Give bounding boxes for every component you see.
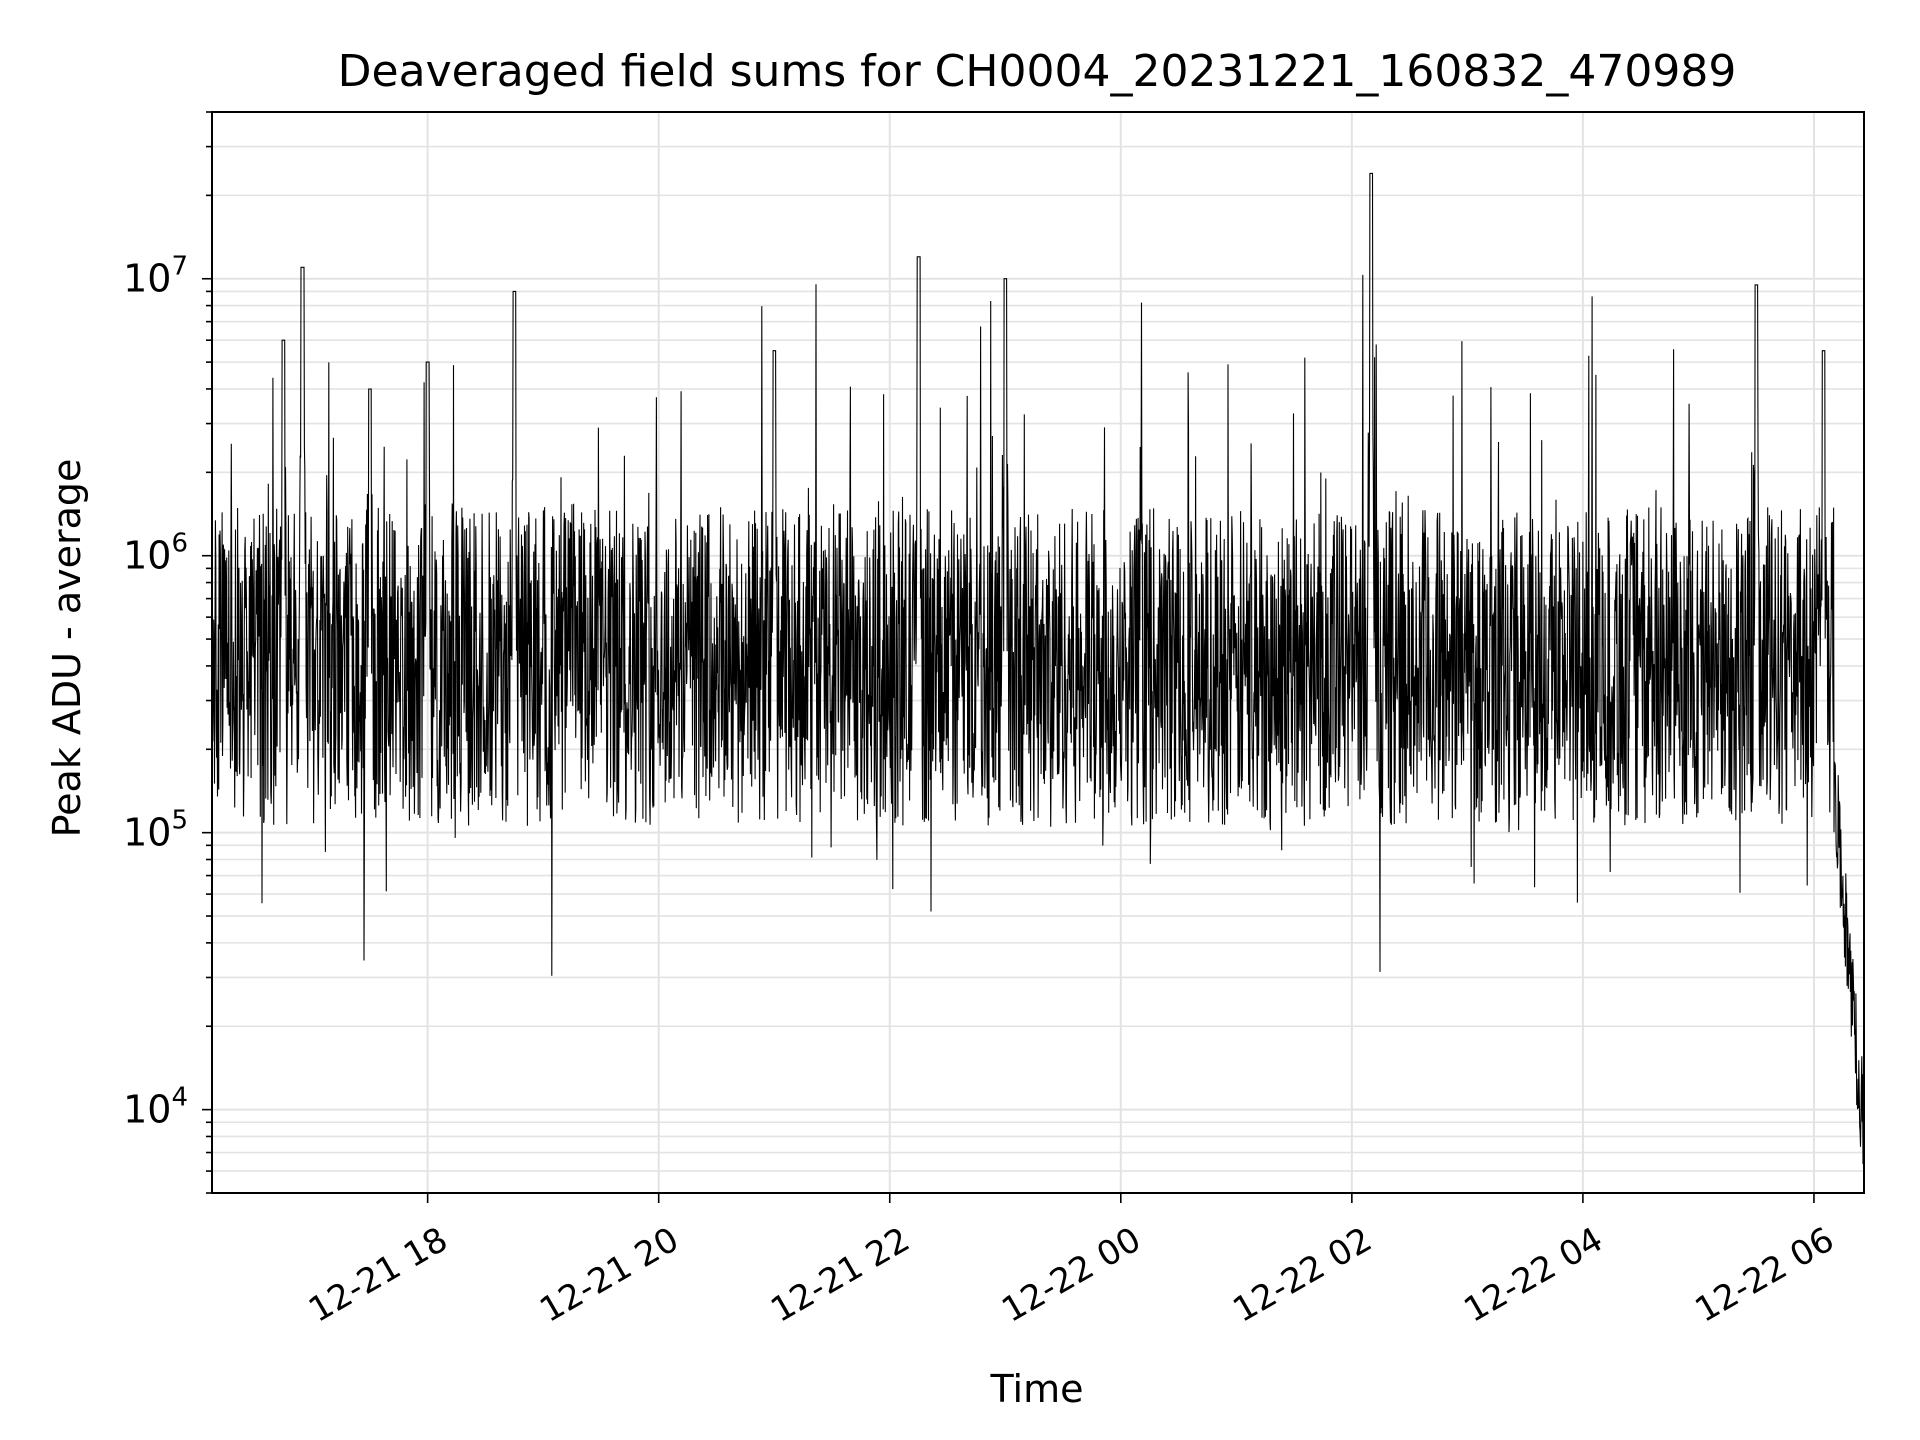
plot-frame xyxy=(211,111,1865,1194)
series-layer xyxy=(211,172,1865,1165)
y-tick-label: 107 xyxy=(123,252,188,301)
series-line xyxy=(211,172,1865,1165)
x-tick-label: 12-22 04 xyxy=(1457,1220,1609,1331)
chart-title: Deaveraged field sums for CH0004_2023122… xyxy=(338,46,1737,97)
y-axis-label: Peak ADU - average xyxy=(45,459,89,838)
x-tick-label: 12-21 22 xyxy=(764,1220,916,1331)
y-tick-label: 106 xyxy=(123,529,188,578)
x-tick-label: 12-22 02 xyxy=(1226,1220,1378,1331)
x-axis-label: Time xyxy=(990,1367,1084,1411)
y-tick-label: 105 xyxy=(123,806,188,855)
x-tick-label: 12-22 06 xyxy=(1688,1220,1840,1331)
x-tick-label: 12-22 00 xyxy=(995,1220,1147,1331)
y-tick-label: 104 xyxy=(123,1083,188,1132)
x-tick-label: 12-21 18 xyxy=(302,1220,454,1331)
x-tick-label: 12-21 20 xyxy=(533,1220,685,1331)
